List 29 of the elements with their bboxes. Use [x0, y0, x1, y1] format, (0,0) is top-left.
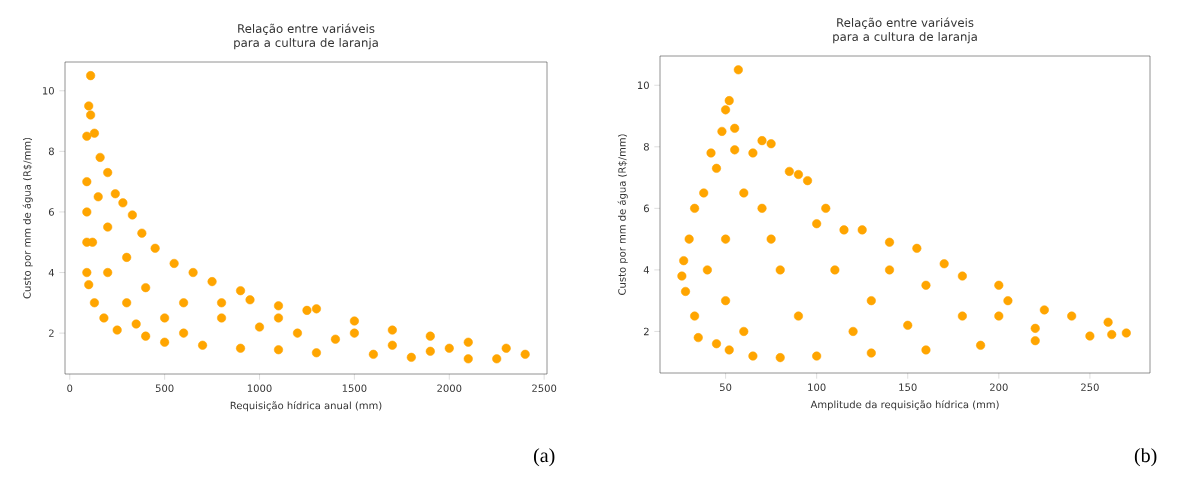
y-tick-label: 6 — [48, 208, 54, 216]
chart-title: Relação entre variáveis para a cultura de laranja — [234, 23, 378, 50]
y-tick-label: 8 — [643, 143, 649, 151]
y-tick-label: 10 — [42, 86, 54, 95]
x-axis-title: Requisição hídrica anual (mm) — [230, 401, 382, 412]
x-tick-label: 500 — [155, 384, 174, 392]
x-tick-label: 250 — [1081, 383, 1099, 391]
y-tick-label: 4 — [643, 266, 650, 274]
y-tick-label: 6 — [643, 204, 649, 213]
x-tick-label: 1000 — [247, 384, 272, 392]
y-tick-label: 2 — [643, 327, 649, 336]
x-tick-label: 150 — [899, 383, 917, 391]
x-tick-label: 1500 — [342, 384, 367, 392]
y-tick-label: 4 — [48, 268, 55, 277]
x-axis-title: Amplitude da requisição hídrica (mm) — [810, 400, 999, 411]
x-tick-label: 200 — [990, 383, 1008, 391]
y-axis-title: Custo por mm de água (R$/mm) — [617, 134, 628, 295]
y-tick-label: 8 — [48, 147, 54, 156]
y-tick-label: 2 — [48, 329, 54, 337]
x-tick-label: 50 — [720, 383, 732, 391]
text: (a) — [533, 448, 555, 467]
x-tick-label: 0 — [67, 384, 73, 392]
text: (b) — [1134, 448, 1157, 467]
x-tick-label: 2500 — [532, 384, 557, 392]
chart-title: Relação entre variáveis para a cultura de laranja — [833, 17, 977, 44]
x-tick-label: 2000 — [437, 384, 462, 392]
y-axis-title: Custo por mm de água (R$/mm) — [22, 137, 33, 299]
y-tick-label: 10 — [637, 81, 649, 90]
x-tick-label: 100 — [808, 383, 826, 391]
